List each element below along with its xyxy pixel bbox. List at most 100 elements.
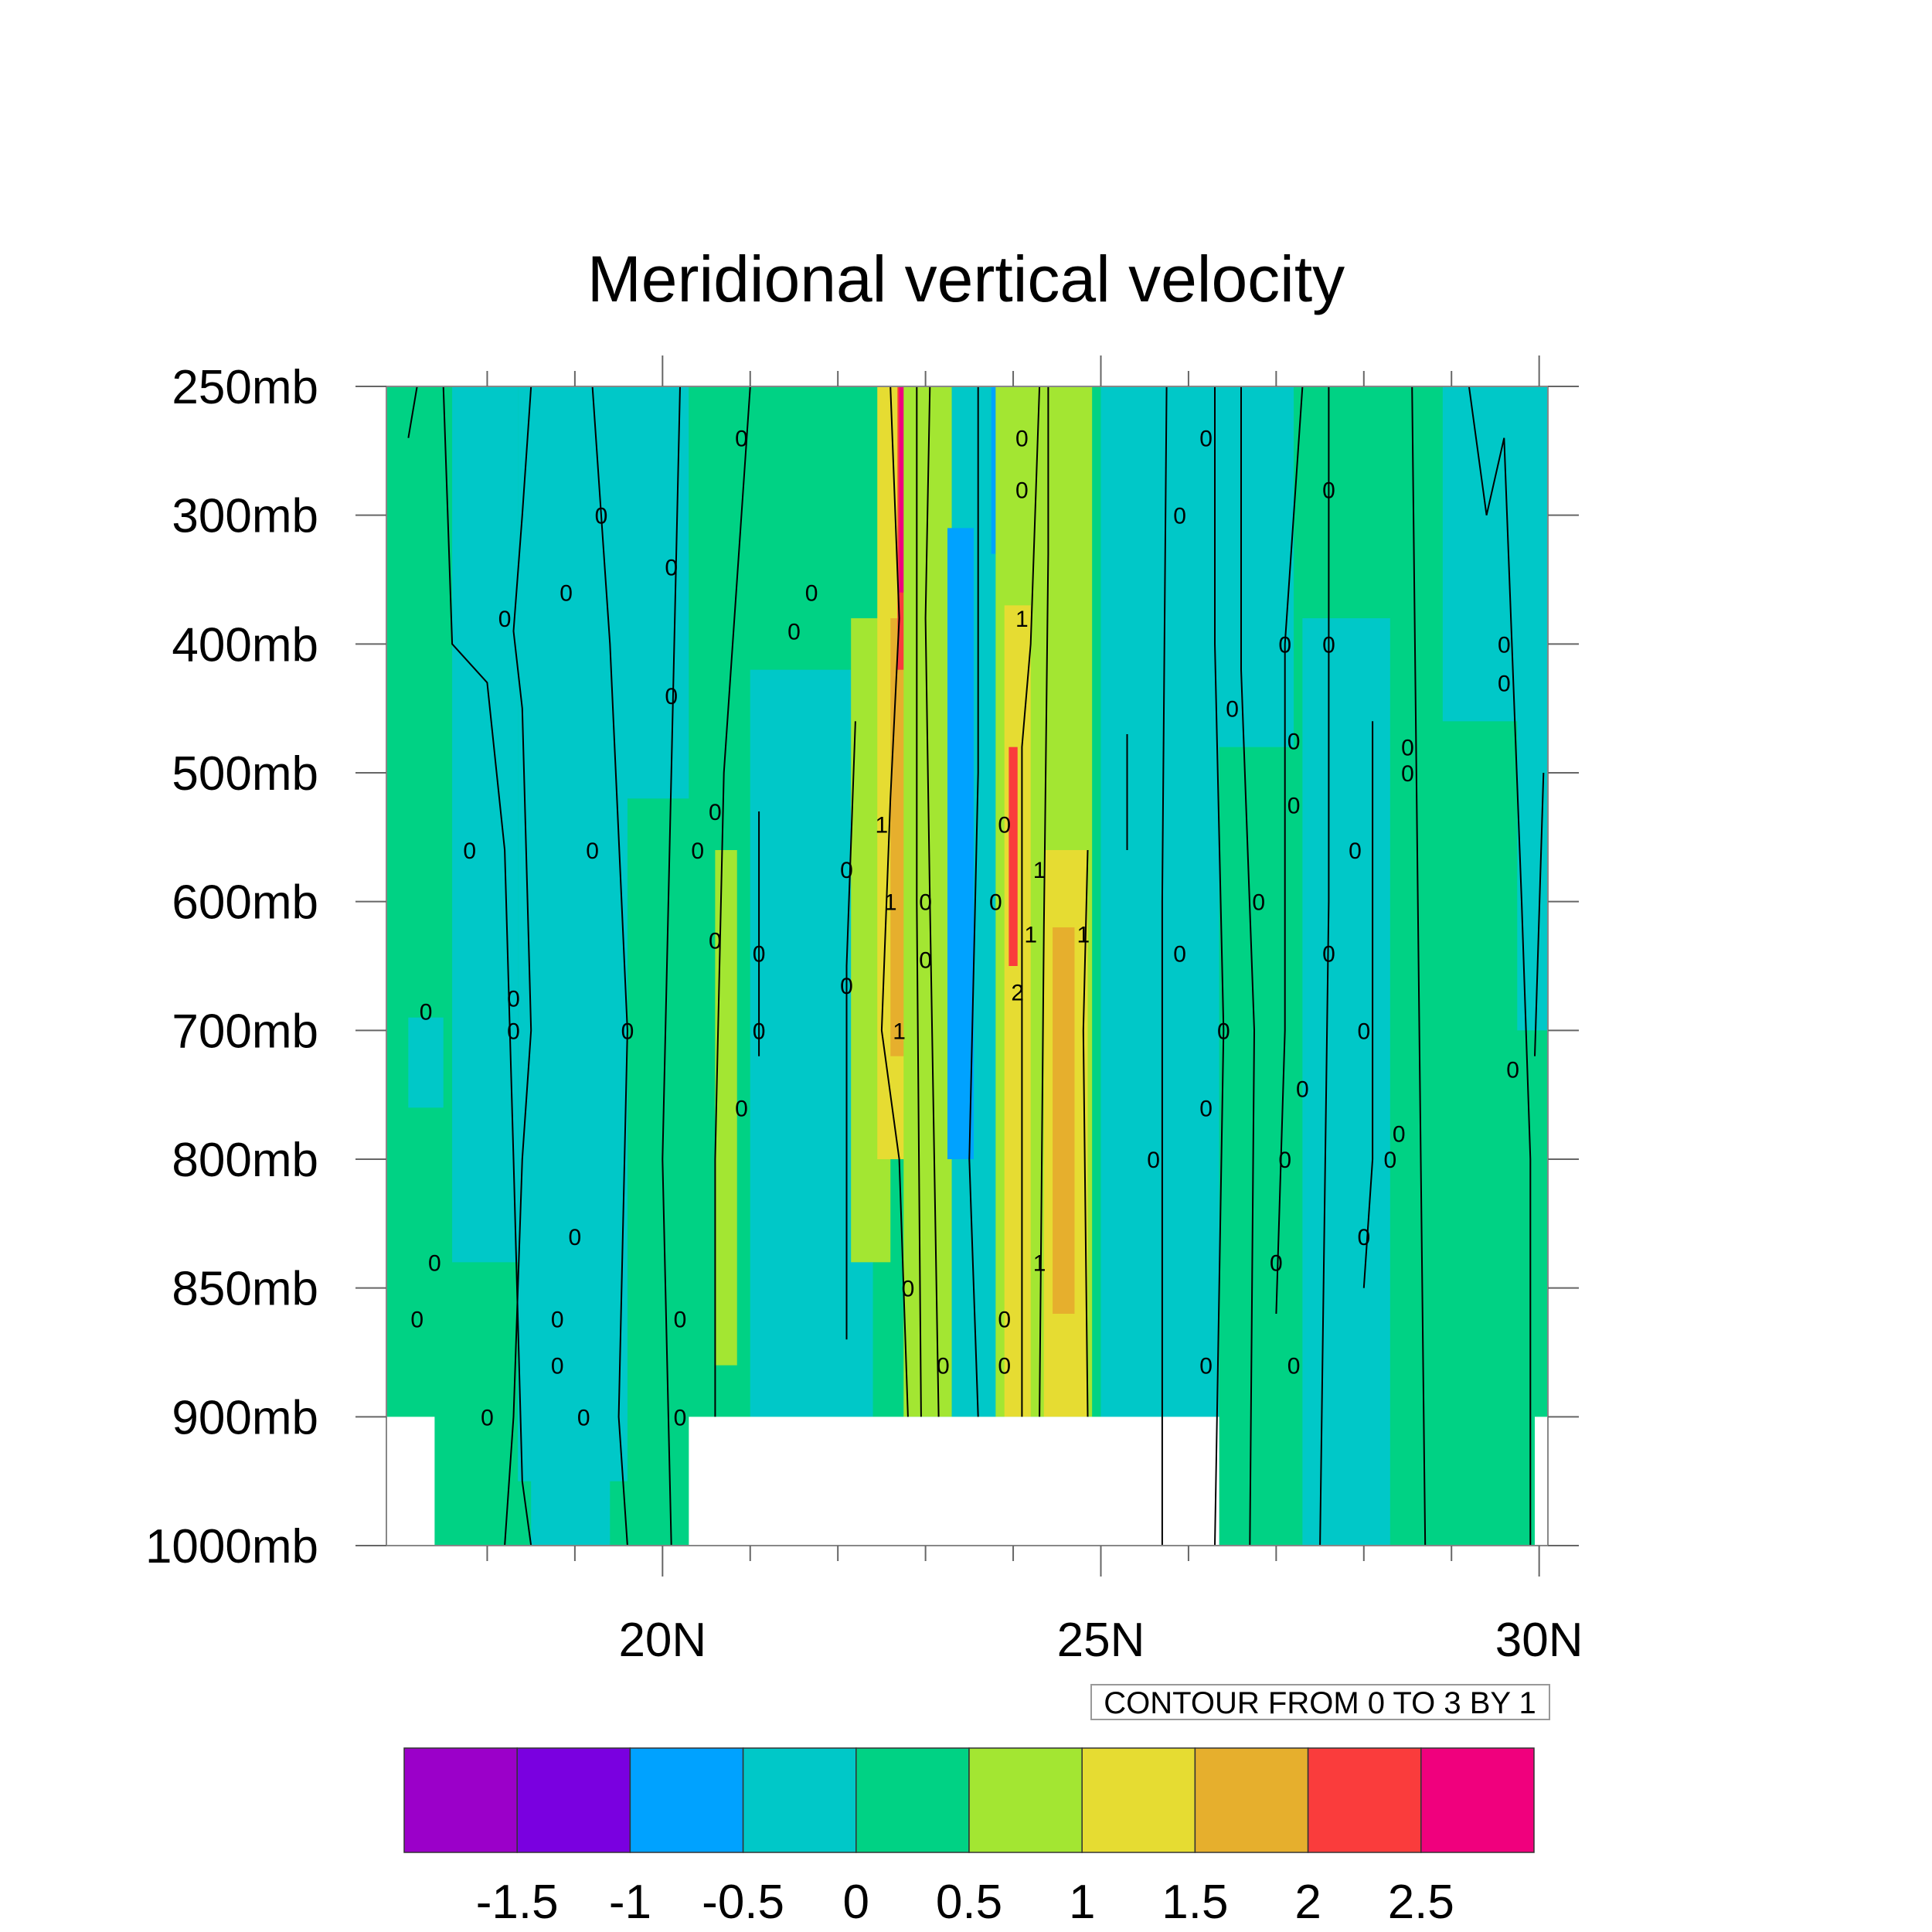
- contour-label-26: 0: [410, 1308, 423, 1333]
- contour-label-73: 1: [1015, 607, 1029, 632]
- contour-label-24: 0: [569, 1225, 582, 1250]
- y-tick-label-6: 800mb: [172, 1134, 318, 1187]
- field-band-3: [408, 1017, 444, 1108]
- contour-label-25: 0: [428, 1250, 441, 1276]
- contour-label-17: 0: [840, 974, 853, 999]
- contour-line-16: [1161, 386, 1168, 1546]
- contour-line-2: [504, 386, 532, 1546]
- contour-label-53: 0: [1287, 794, 1301, 819]
- colorbar-label-3: 0: [843, 1876, 869, 1929]
- missing-region-0: [386, 1417, 435, 1546]
- contour-label-34: 0: [937, 1354, 950, 1379]
- colorbar-box-3: [742, 1747, 857, 1853]
- colorbar-box-1: [516, 1747, 631, 1853]
- contour-label-27: 0: [551, 1308, 564, 1333]
- contour-line-0: [407, 386, 418, 438]
- contour-line-23: [1468, 386, 1532, 1546]
- contour-label-61: 0: [1383, 1148, 1396, 1173]
- colorbar-box-5: [968, 1747, 1083, 1853]
- colorbar-box-4: [855, 1747, 970, 1853]
- contour-label-46: 0: [1217, 1019, 1230, 1044]
- contour-label-57: 0: [1357, 1019, 1370, 1044]
- contour-label-52: 0: [1287, 729, 1301, 754]
- contour-line-5: [714, 386, 751, 1417]
- field-band-8: [715, 850, 737, 1366]
- y-tick-label-8: 900mb: [172, 1391, 318, 1444]
- colorbar-label-5: 1: [1069, 1876, 1095, 1929]
- y-tick-label-1: 300mb: [172, 490, 318, 543]
- contour-label-9: 0: [463, 838, 476, 864]
- contour-label-55: 0: [1349, 838, 1362, 864]
- x-tick-label-0: 20N: [618, 1614, 706, 1667]
- contour-label-32: 0: [674, 1405, 687, 1430]
- field-band-1: [452, 386, 519, 1263]
- field-band-6: [689, 386, 873, 554]
- contour-label-66: 0: [1401, 761, 1414, 787]
- contour-label-1: 0: [595, 504, 608, 529]
- contour-label-36: 0: [998, 1354, 1011, 1379]
- contour-line-20: [1319, 386, 1330, 1546]
- contour-label-29: 0: [551, 1354, 564, 1379]
- contour-line-17: [1214, 386, 1225, 1546]
- contour-label-67: 0: [1498, 632, 1511, 658]
- contour-line-9: [916, 386, 922, 1417]
- contour-label-41: 0: [1173, 504, 1186, 529]
- contour-label-54: 0: [1322, 478, 1335, 503]
- contour-label-72: 1: [893, 1019, 906, 1044]
- field-band-4: [531, 1287, 611, 1546]
- field-band-15: [903, 386, 952, 1417]
- colorbar-label-2: -0.5: [702, 1876, 784, 1929]
- colorbar-label-7: 2: [1294, 1876, 1321, 1929]
- contour-line-11: [968, 386, 979, 1417]
- contour-label-77: 1: [1033, 1250, 1046, 1276]
- contour-label-47: 0: [1199, 1096, 1213, 1121]
- contour-label-33: 0: [902, 1277, 915, 1302]
- contour-info-border: [1090, 1684, 1550, 1720]
- field-band-23: [1009, 747, 1018, 966]
- colorbar-label-1: -1: [609, 1876, 651, 1929]
- y-tick-label-0: 250mb: [172, 361, 318, 414]
- y-tick-label-9: 1000mb: [145, 1520, 318, 1573]
- colorbar-label-8: 2.5: [1388, 1876, 1454, 1929]
- colorbar: -1.5 -1 -0.5 0 0.5 1 1.5 2 2.5: [403, 1747, 1535, 1929]
- colorbar-label-0: -1.5: [476, 1876, 559, 1929]
- y-tick-label-4: 600mb: [172, 876, 318, 930]
- colorbar-box-2: [629, 1747, 744, 1853]
- x-tick-label-1: 25N: [1057, 1614, 1145, 1667]
- contour-label-44: 0: [1252, 890, 1265, 916]
- contour-label-0: 0: [735, 427, 748, 452]
- plot-area: 0 0 0 0 0 0 0 0 0 0 0 0 0 0 0 0 0 0 0 0 0 0 0 0 0 0 0 0 0 0 0 0 0 0 0 0 0 0 0 0…: [386, 386, 1548, 1546]
- contour-label-35: 0: [998, 1308, 1011, 1333]
- contour-label-31: 0: [577, 1405, 590, 1430]
- contour-line-24: [1534, 772, 1545, 1056]
- contour-label-8: 0: [709, 800, 722, 825]
- field: 0 0 0 0 0 0 0 0 0 0 0 0 0 0 0 0 0 0 0 0 0 0 0 0 0 0 0 0 0 0 0 0 0 0 0 0 0 0 0 0…: [386, 386, 1548, 1546]
- contour-label-62: 0: [1393, 1122, 1406, 1148]
- contour-label-60: 0: [1270, 1250, 1283, 1276]
- field-band-25: [1100, 386, 1219, 1546]
- contour-line-12: [1021, 386, 1041, 1417]
- plot-frame: [386, 386, 1549, 1546]
- contour-label-56: 0: [1322, 941, 1335, 967]
- field-band-27: [1302, 618, 1390, 1546]
- contour-label-70: 1: [876, 813, 889, 838]
- colorbar-box-7: [1194, 1747, 1309, 1853]
- contour-info-box: CONTOUR FROM 0 TO 3 BY 1: [1090, 1684, 1550, 1720]
- contour-label-28: 0: [674, 1308, 687, 1333]
- contour-label-59: 0: [1278, 1148, 1291, 1173]
- contour-label-37: 0: [989, 890, 1002, 916]
- contour-label-75: 1: [1024, 922, 1037, 947]
- contour-label-11: 0: [691, 838, 704, 864]
- contour-label-10: 0: [586, 838, 599, 864]
- contour-label-3: 0: [560, 581, 573, 607]
- contour-line-8: [880, 386, 909, 1417]
- y-tick-label-2: 400mb: [172, 618, 318, 672]
- contour-label-45: 0: [1173, 941, 1186, 967]
- contour-label-22: 0: [753, 1019, 766, 1044]
- colorbar-label-4: 0.5: [936, 1876, 1002, 1929]
- colorbar-box-9: [1420, 1747, 1535, 1853]
- contour-label-30: 0: [481, 1405, 494, 1430]
- field-band-18: [991, 386, 1001, 554]
- colorbar-box-8: [1307, 1747, 1422, 1853]
- contour-label-4: 0: [498, 607, 512, 632]
